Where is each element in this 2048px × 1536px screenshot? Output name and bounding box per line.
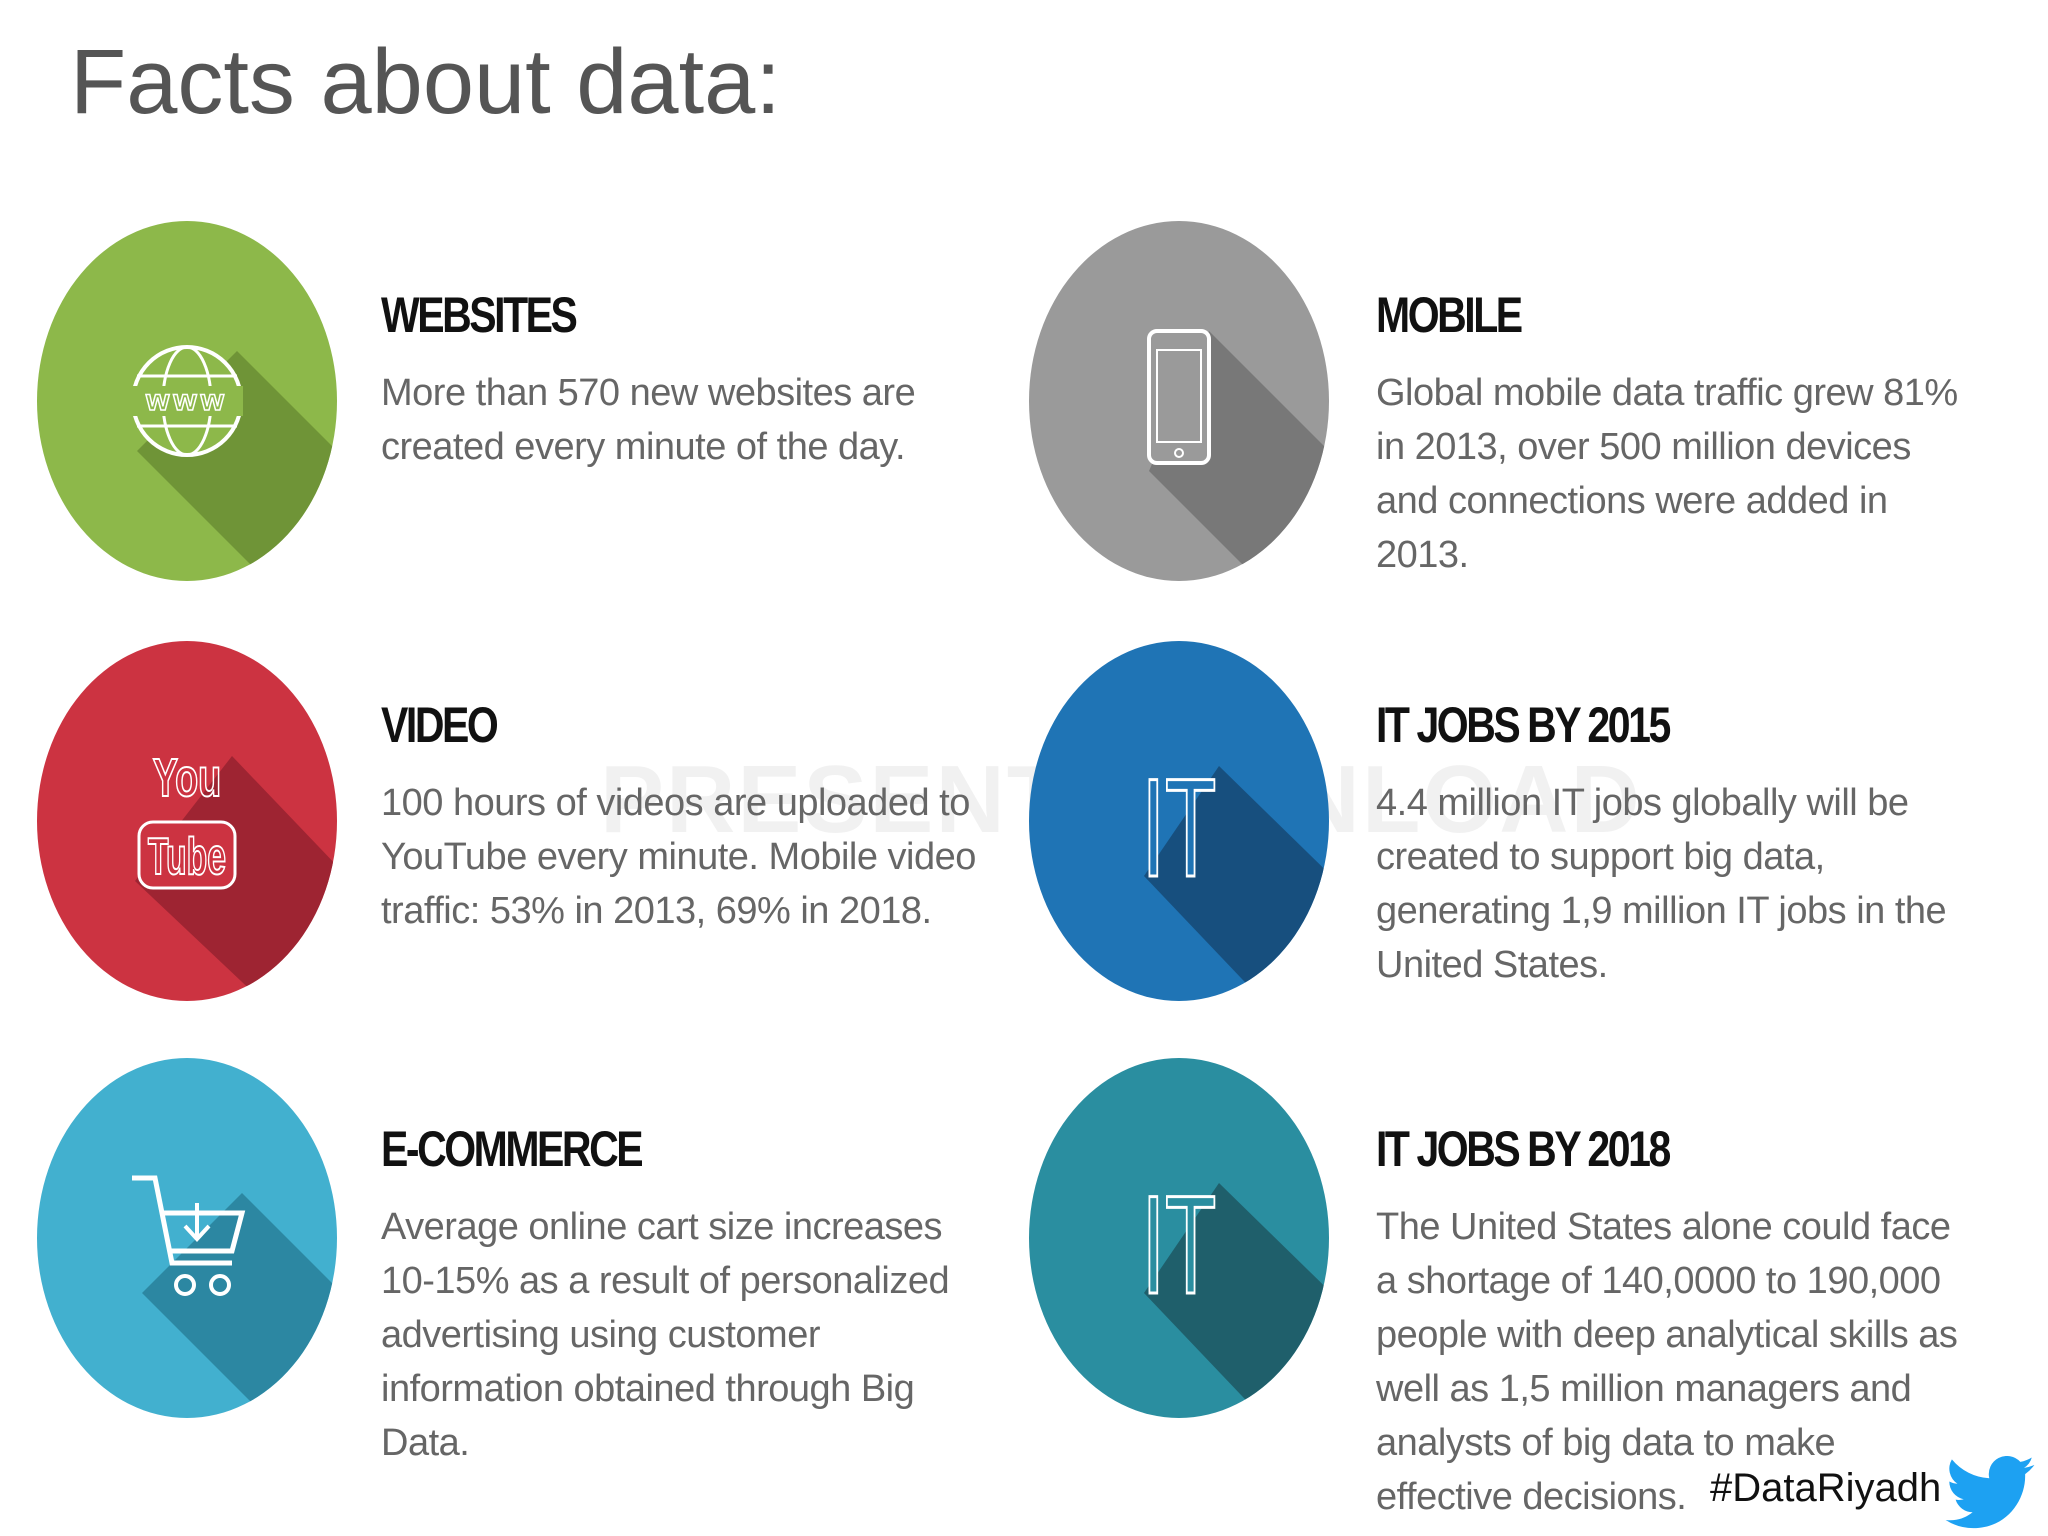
item-text: Global mobile data traffic grew 81% in 2… — [1376, 372, 1958, 576]
icon-text: www — [145, 384, 228, 417]
twitter-bird — [1945, 1456, 2035, 1529]
icon-video: You Tube — [37, 641, 337, 1001]
item-text: Average online cart size increases 10-15… — [381, 1206, 950, 1464]
item: IT JOBS BY 2015 4.4 million IT jobs glob… — [1376, 696, 1976, 992]
item-text: 4.4 million IT jobs globally will be cre… — [1376, 782, 1947, 986]
icon-websites: www — [37, 221, 337, 581]
item-heading: VIDEO — [381, 697, 499, 753]
item: E-COMMERCE Average online cart size incr… — [381, 1120, 981, 1470]
item-heading: IT JOBS BY 2015 — [1376, 697, 1671, 753]
item: MOBILE Global mobile data traffic grew 8… — [1376, 286, 1976, 582]
item-text: 100 hours of videos are uploaded to YouT… — [381, 782, 976, 932]
hashtag: #DataRiyadh — [1710, 1466, 1942, 1510]
item-heading: IT JOBS BY 2018 — [1376, 1121, 1671, 1177]
icon-ecommerce — [37, 1058, 337, 1418]
item-heading: MOBILE — [1376, 287, 1523, 343]
icon-mobile — [1029, 221, 1329, 581]
title: Facts about data: — [70, 31, 781, 133]
icon-it-2018: IT — [1029, 1058, 1329, 1418]
item: WEBSITES More than 570 new websites are … — [381, 286, 981, 474]
item-text: More than 570 new websites are created e… — [381, 372, 916, 468]
item-text: The United States alone could face a sho… — [1376, 1206, 1958, 1518]
icon-text: Tube — [148, 828, 226, 886]
item: VIDEO 100 hours of videos are uploaded t… — [381, 696, 981, 938]
item: IT JOBS BY 2018 The United States alone … — [1376, 1120, 1976, 1524]
icon-text: You — [153, 747, 222, 807]
icon-text: IT — [1142, 750, 1217, 906]
icon-it-2015: IT — [1029, 641, 1329, 1001]
item-heading: E-COMMERCE — [381, 1121, 644, 1177]
icon-text: IT — [1142, 1167, 1217, 1323]
item-heading: WEBSITES — [381, 287, 578, 343]
